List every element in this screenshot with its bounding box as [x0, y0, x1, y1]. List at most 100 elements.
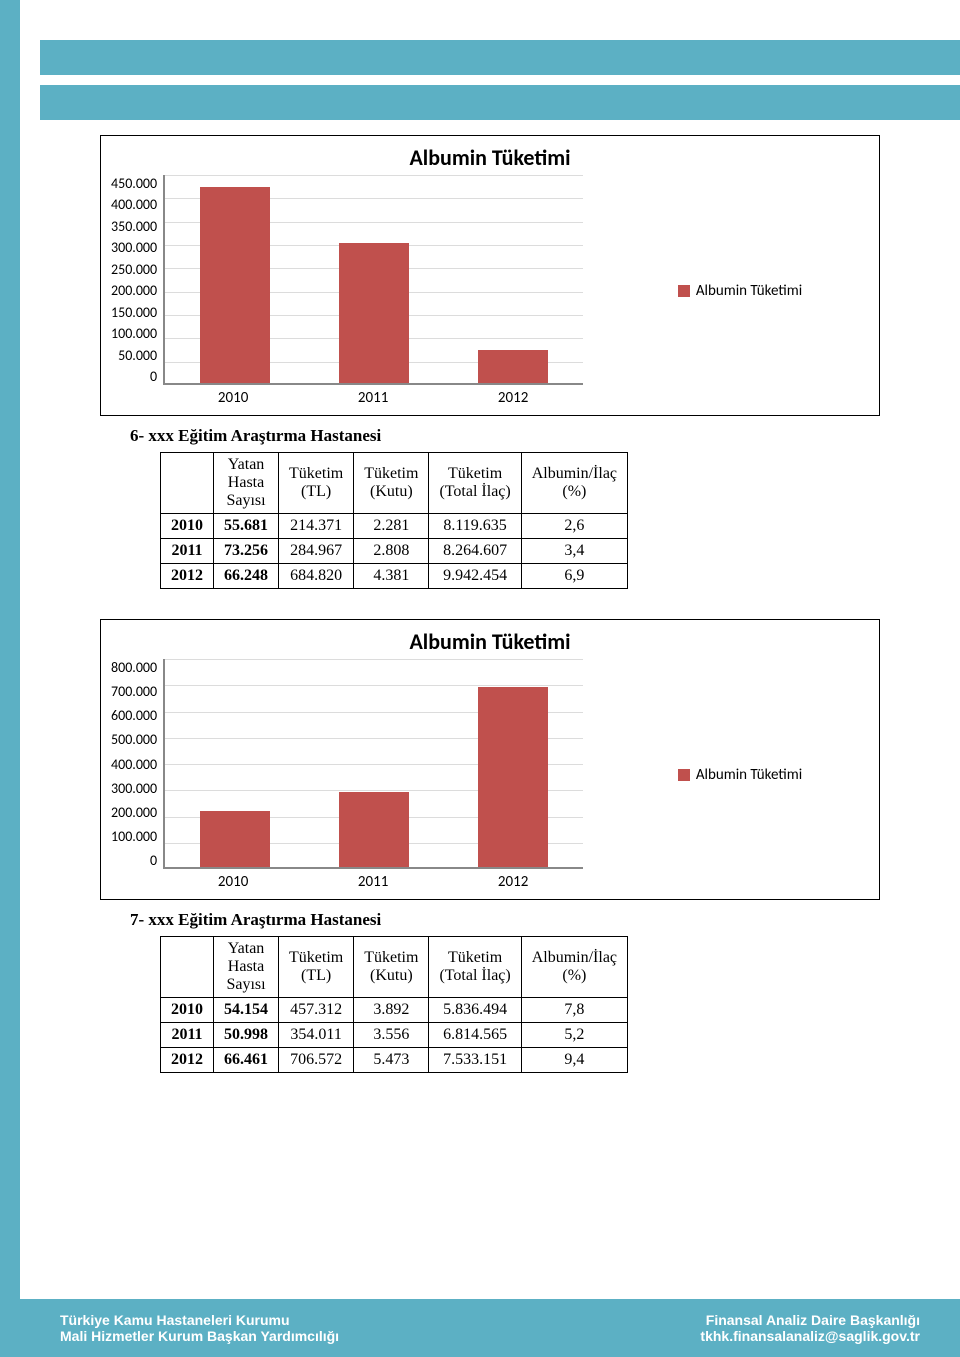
chart-legend: Albumin Tüketimi: [678, 282, 802, 300]
footer-left-line1: Türkiye Kamu Hastaneleri Kurumu: [60, 1312, 339, 1328]
table-cell: 2010: [161, 998, 214, 1023]
chart-ytick: 600.000: [111, 707, 157, 724]
table-cell: 354.011: [279, 1023, 354, 1048]
chart-bar-slot: [468, 659, 558, 867]
chart-ytick: 700.000: [111, 683, 157, 700]
table-cell: 8.264.607: [429, 539, 521, 564]
chart-ytick: 250.000: [111, 261, 157, 278]
table-cell: 54.154: [214, 998, 279, 1023]
table-cell: 7,8: [521, 998, 627, 1023]
chart-bar-slot: [329, 659, 419, 867]
footer-right-line1: Finansal Analiz Daire Başkanlığı: [700, 1312, 920, 1328]
table-cell: 6,9: [521, 564, 627, 589]
table-cell: 2,6: [521, 514, 627, 539]
section-7-table: YatanHastaSayısıTüketim(TL)Tüketim(Kutu)…: [160, 936, 628, 1073]
chart-xlabel: 2010: [188, 873, 278, 891]
chart-xlabels: 2010 2011 2012: [163, 385, 583, 407]
legend-label: Albumin Tüketimi: [696, 282, 802, 300]
table-header-cell: Tüketim(Kutu): [354, 453, 429, 514]
table-cell: 2010: [161, 514, 214, 539]
table-cell: 2011: [161, 539, 214, 564]
table-cell: 66.461: [214, 1048, 279, 1073]
chart-xlabel: 2011: [328, 873, 418, 891]
table-cell: 6.814.565: [429, 1023, 521, 1048]
table-cell: 2.281: [354, 514, 429, 539]
chart-1: Albumin Tüketimi 450.000 400.000 350.000 30…: [100, 135, 880, 416]
table-cell: 3.556: [354, 1023, 429, 1048]
chart-xlabels: 2010 2011 2012: [163, 869, 583, 891]
table-cell: 2011: [161, 1023, 214, 1048]
chart-bar: [339, 243, 409, 383]
table-header-cell: YatanHastaSayısı: [214, 453, 279, 514]
table-cell: 66.248: [214, 564, 279, 589]
chart-bar: [200, 811, 270, 867]
table-row: 201173.256284.9672.8088.264.6073,4: [161, 539, 628, 564]
chart-ytick: 150.000: [111, 304, 157, 321]
table-cell: 2.808: [354, 539, 429, 564]
section-6-heading: 6- xxx Eğitim Araştırma Hastanesi: [130, 426, 880, 446]
chart-bar: [478, 350, 548, 383]
table-cell: 8.119.635: [429, 514, 521, 539]
chart-ylabels: 800.000700.000600.000500.000400.000300.0…: [111, 659, 163, 869]
chart-legend: Albumin Tüketimi: [678, 766, 802, 784]
chart-plot: [163, 175, 583, 385]
table-row: 201266.248684.8204.3819.942.4546,9: [161, 564, 628, 589]
chart-ytick: 0: [150, 852, 157, 869]
chart-ytick: 500.000: [111, 731, 157, 748]
chart-xlabel: 2011: [328, 389, 418, 407]
chart-ytick: 300.000: [111, 239, 157, 256]
footer-right-line2: tkhk.finansalanaliz@saglik.gov.tr: [700, 1328, 920, 1344]
chart-ytick: 50.000: [118, 347, 157, 364]
chart-2: Albumin Tüketimi 800.000 700.000 600.000 50…: [100, 619, 880, 900]
page-footer: Türkiye Kamu Hastaneleri Kurumu Mali Hiz…: [0, 1299, 960, 1357]
chart-bar: [200, 187, 270, 383]
table-header-row: YatanHastaSayısıTüketim(TL)Tüketim(Kutu)…: [161, 937, 628, 998]
table-cell: 5.473: [354, 1048, 429, 1073]
footer-left: Türkiye Kamu Hastaneleri Kurumu Mali Hiz…: [60, 1312, 339, 1344]
chart-bar-slot: [329, 175, 419, 383]
table-cell: 9,4: [521, 1048, 627, 1073]
table-cell: 684.820: [279, 564, 354, 589]
chart-ytick: 800.000: [111, 659, 157, 676]
chart-ylabels: 450.000 400.000 350.000 300.000 250.000 200.0…: [111, 175, 163, 385]
chart-bar-slot: [190, 659, 280, 867]
chart-ytick: 100.000: [111, 325, 157, 342]
table-cell: 5.836.494: [429, 998, 521, 1023]
table-cell: 4.381: [354, 564, 429, 589]
table-cell: 284.967: [279, 539, 354, 564]
chart-ytick: 400.000: [111, 756, 157, 773]
chart-xlabel: 2012: [468, 873, 558, 891]
table-header-cell: Tüketim(Total İlaç): [429, 937, 521, 998]
chart-title: Albumin Tüketimi: [101, 136, 879, 175]
table-header-cell: [161, 937, 214, 998]
chart-bar: [339, 792, 409, 867]
section-7-heading: 7- xxx Eğitim Araştırma Hastanesi: [130, 910, 880, 930]
table-cell: 2012: [161, 1048, 214, 1073]
table-cell: 5,2: [521, 1023, 627, 1048]
table-cell: 9.942.454: [429, 564, 521, 589]
table-cell: 457.312: [279, 998, 354, 1023]
table-cell: 706.572: [279, 1048, 354, 1073]
legend-label: Albumin Tüketimi: [696, 766, 802, 784]
table-row: 201266.461706.5725.4737.533.1519,4: [161, 1048, 628, 1073]
table-header-cell: YatanHastaSayısı: [214, 937, 279, 998]
chart-ytick: 450.000: [111, 175, 157, 192]
table-cell: 3,4: [521, 539, 627, 564]
table-header-cell: [161, 453, 214, 514]
chart-ytick: 200.000: [111, 282, 157, 299]
chart-ytick: 0: [150, 368, 157, 385]
chart-xlabel: 2010: [188, 389, 278, 407]
table-cell: 7.533.151: [429, 1048, 521, 1073]
table-header-cell: Albumin/İlaç(%): [521, 453, 627, 514]
chart-xlabel: 2012: [468, 389, 558, 407]
chart-bar-slot: [190, 175, 280, 383]
legend-swatch: [678, 285, 690, 297]
chart-ytick: 350.000: [111, 218, 157, 235]
chart-bar: [478, 687, 548, 867]
chart-ytick: 100.000: [111, 828, 157, 845]
table-header-cell: Tüketim(Total İlaç): [429, 453, 521, 514]
table-cell: 3.892: [354, 998, 429, 1023]
chart-ytick: 400.000: [111, 196, 157, 213]
table-cell: 55.681: [214, 514, 279, 539]
table-header-cell: Tüketim(Kutu): [354, 937, 429, 998]
